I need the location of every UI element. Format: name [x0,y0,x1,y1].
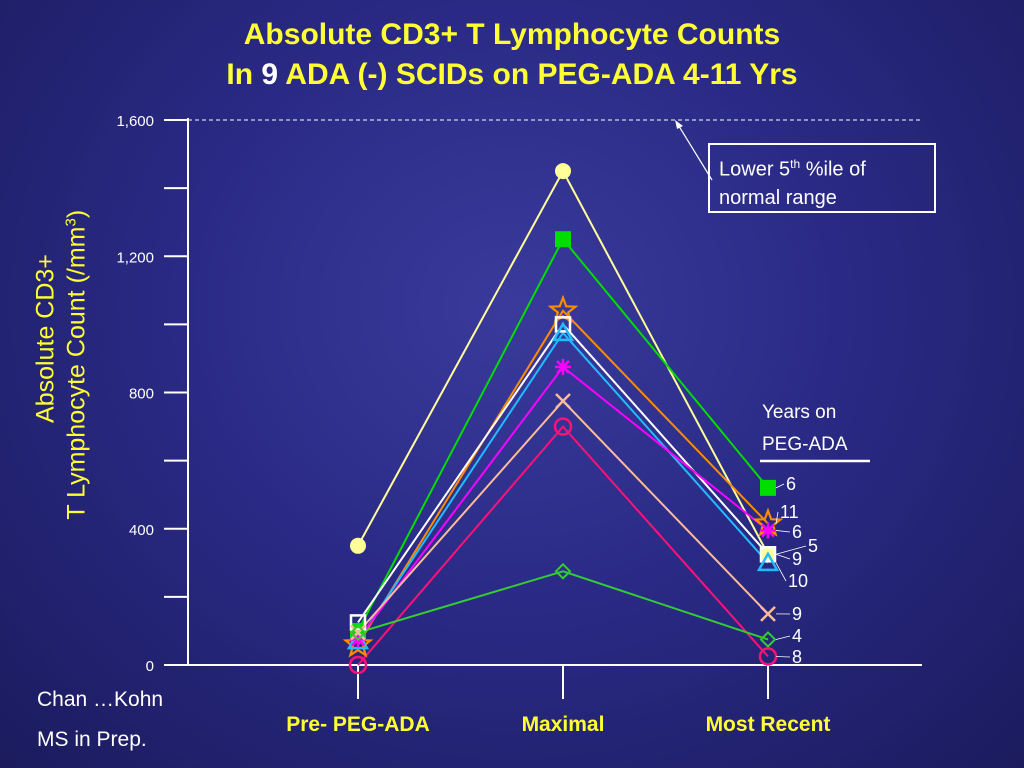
y-tick-label: 1,200 [116,249,154,266]
years-label: 11 [780,502,799,522]
years-label: 9 [792,549,802,569]
years-leader-line [775,511,779,524]
data-point [759,546,777,563]
title-prefix: In [226,58,254,91]
series-line [357,425,769,666]
x-tick-label: Maximal [522,713,605,736]
series-line [357,365,769,641]
series-line [357,570,769,641]
data-point [760,479,776,496]
years-leader-line [775,635,791,640]
slide-title-line1: Absolute CD3+ T Lymphocyte Counts [243,18,781,51]
x-tick-label: Pre- PEG-ADA [286,713,430,736]
x-tick-label: Most Recent [706,713,831,736]
note-text-post: %ile of [800,158,866,181]
years-label: 9 [792,604,802,624]
years-leader-line [775,562,787,582]
patient-count: 9 [261,58,279,91]
years-label: 8 [792,647,802,667]
note-line1: Lower 5th %ile of [719,150,925,184]
data-point [555,393,571,409]
reference-arrowhead [675,120,683,129]
data-point [348,655,368,675]
data-point [553,417,573,436]
data-point [342,628,374,658]
title-suffix: ADA (-) SCIDs on PEG-ADA 4-11 Yrs [285,58,798,91]
years-label: 4 [792,626,802,646]
years-label: 6 [792,522,802,542]
note-line2: normal range [719,186,837,209]
data-point [350,537,366,554]
slide-title-line2: In 9 ADA (-) SCIDs on PEG-ADA 4-11 Yrs [0,56,1024,94]
y-tick-label: 0 [146,658,154,675]
data-point [760,522,776,539]
series-line [357,309,769,646]
data-point [349,624,367,642]
years-leader-line [775,553,791,560]
reference-arrow [676,122,713,181]
years-label: 6 [786,474,796,494]
data-point [349,614,367,631]
legend-title-line1: Years on [762,402,837,423]
note-text: Lower 5 [719,158,791,181]
data-point [555,231,571,248]
y-tick-label: 1,600 [116,113,154,130]
data-point [759,631,777,648]
reference-note-box: Lower 5th %ile of normal range [708,143,936,213]
data-point [350,624,366,641]
years-leader-line [775,483,785,489]
legend-title-line2: PEG-ADA [762,434,848,455]
data-point [554,316,572,333]
years-leader-line [775,530,791,533]
credit-line2: MS in Prep. [37,728,147,751]
years-leader-line [775,656,791,658]
data-point [554,562,572,580]
data-point [551,321,575,342]
years-label: 5 [808,536,818,556]
credit-line1: Chan …Kohn [37,688,164,711]
y-tick-label: 800 [129,386,154,403]
years-label: 10 [788,571,808,591]
years-leader-line [775,545,807,555]
data-point [756,551,780,572]
y-tick-label: 400 [129,522,154,539]
data-point [555,163,571,180]
data-point [555,358,571,375]
data-point [760,606,776,622]
series-line [357,331,769,642]
note-superscript: th [790,157,801,171]
